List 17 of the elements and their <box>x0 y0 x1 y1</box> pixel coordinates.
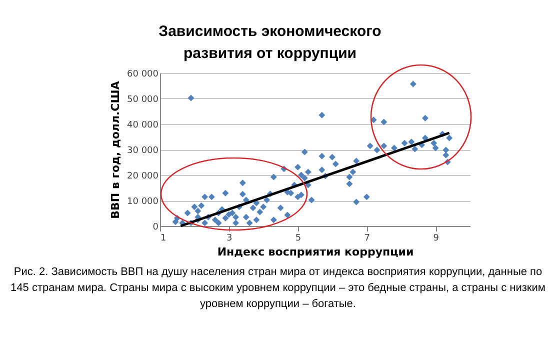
y-tick-label: 0 <box>152 222 159 232</box>
y-tick-label: 20 000 <box>127 172 159 182</box>
y-tick-label: 50 000 <box>127 95 159 105</box>
x-tick-label: 9 <box>433 234 440 244</box>
x-tick-label: 5 <box>295 234 302 244</box>
x-axis-title: Индекс восприятия коррупции <box>217 246 414 258</box>
y-tick-label: 30 000 <box>127 146 159 156</box>
text: Рис. 2. Зависимость ВВП на душу населения стран мира от индекса восприятия коррупции, данные по 145 странам мира. Страны мира с высоким уровнем коррупции – это бедные страны, а страны с низким уровнем коррупции – богатые. <box>10 265 546 312</box>
y-tick-label: 10 000 <box>127 197 159 207</box>
y-tick-label: 40 000 <box>127 120 159 130</box>
y-axis-title: ВВП в год, долл.США <box>109 80 122 219</box>
x-tick-label: 7 <box>364 234 370 244</box>
text: развития от коррупции <box>183 45 357 62</box>
text: Зависимость экономического <box>158 23 382 40</box>
y-tick-label: 60 000 <box>127 70 159 80</box>
x-tick-label: 3 <box>226 234 232 244</box>
x-tick-label: 1 <box>160 234 166 244</box>
